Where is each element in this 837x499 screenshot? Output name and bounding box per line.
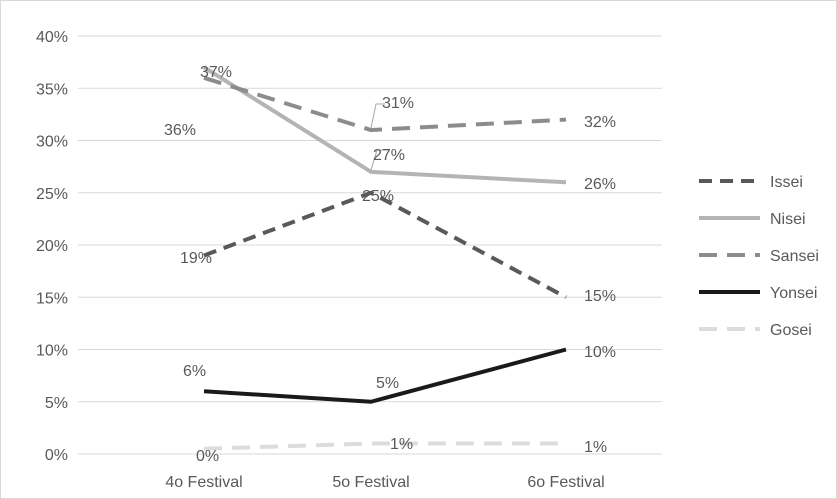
nisei-label-leader-5 xyxy=(370,149,389,171)
data-label-issei: 25% xyxy=(362,188,394,205)
data-label-sansei: 36% xyxy=(164,122,196,139)
data-label-sansei: 32% xyxy=(584,114,616,131)
y-tick-label: 25% xyxy=(36,186,68,203)
series-line-gosei xyxy=(203,441,566,451)
series-line-sansei xyxy=(203,75,567,133)
data-label-issei: 19% xyxy=(180,250,212,267)
x-tick-label: 6o Festival xyxy=(527,474,604,491)
y-tick-label: 0% xyxy=(45,447,68,464)
legend-label-issei: Issei xyxy=(770,174,803,191)
data-label-yonsei: 6% xyxy=(183,363,206,380)
gridlines xyxy=(78,35,662,455)
y-tick-label: 15% xyxy=(36,290,68,307)
y-axis-ticks: 0% 5% 10% 15% 20% 25% 30% 35% 40% xyxy=(36,29,68,464)
legend-label-sansei: Sansei xyxy=(770,248,819,265)
series-line-issei xyxy=(203,190,567,300)
data-label-sansei: 31% xyxy=(382,95,414,112)
data-label-gosei: 1% xyxy=(390,436,413,453)
y-tick-label: 10% xyxy=(36,343,68,360)
data-label-yonsei: 5% xyxy=(376,375,399,392)
series-line-nisei xyxy=(202,65,567,185)
data-label-nisei: 26% xyxy=(584,176,616,193)
data-label-nisei: 27% xyxy=(373,147,405,164)
data-label-gosei: 1% xyxy=(584,439,607,456)
y-tick-label: 5% xyxy=(45,395,68,412)
data-label-yonsei: 10% xyxy=(584,344,616,361)
label-leaders xyxy=(370,103,389,171)
y-tick-label: 35% xyxy=(36,81,68,98)
y-tick-label: 40% xyxy=(36,29,68,46)
legend-label-gosei: Gosei xyxy=(770,322,812,339)
data-labels: 19% 25% 15% 37% 27% 26% 36% 31% 32% 6% 5% 10% 0% 1% 1% xyxy=(164,64,616,465)
x-axis-ticks: 4o Festival 5o Festival 6o Festival xyxy=(165,474,604,491)
x-tick-label: 4o Festival xyxy=(165,474,242,491)
legend: Issei Nisei Sansei Yonsei Gosei xyxy=(699,174,819,339)
y-tick-label: 30% xyxy=(36,134,68,151)
series-lines xyxy=(202,65,567,451)
data-label-nisei: 37% xyxy=(200,64,232,81)
legend-label-yonsei: Yonsei xyxy=(770,285,817,302)
legend-label-nisei: Nisei xyxy=(770,211,806,228)
sansei-label-leader-5 xyxy=(370,103,385,129)
data-label-issei: 15% xyxy=(584,288,616,305)
y-tick-label: 20% xyxy=(36,238,68,255)
series-line-yonsei xyxy=(203,347,567,404)
x-tick-label: 5o Festival xyxy=(332,474,409,491)
data-label-gosei: 0% xyxy=(196,448,219,465)
